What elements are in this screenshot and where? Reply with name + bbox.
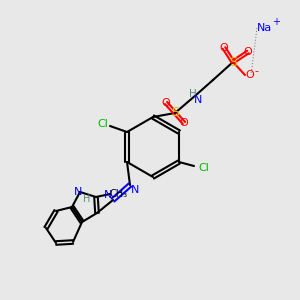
Text: O: O (220, 43, 228, 53)
Text: +: + (272, 17, 280, 27)
Text: O: O (244, 47, 252, 57)
Text: O: O (246, 70, 254, 80)
Text: N: N (194, 95, 202, 105)
Text: O: O (162, 98, 170, 108)
Text: N: N (74, 187, 82, 197)
Text: Cl: Cl (199, 163, 209, 173)
Text: S: S (229, 56, 237, 68)
Text: Na: Na (257, 23, 273, 33)
Text: H: H (83, 194, 91, 204)
Text: -: - (254, 66, 258, 76)
Text: O: O (180, 118, 188, 128)
Text: CH₃: CH₃ (110, 189, 128, 199)
Text: H: H (189, 89, 197, 99)
Text: Cl: Cl (98, 119, 109, 129)
Text: S: S (171, 106, 179, 119)
Text: N: N (131, 185, 139, 195)
Text: N: N (104, 190, 112, 200)
